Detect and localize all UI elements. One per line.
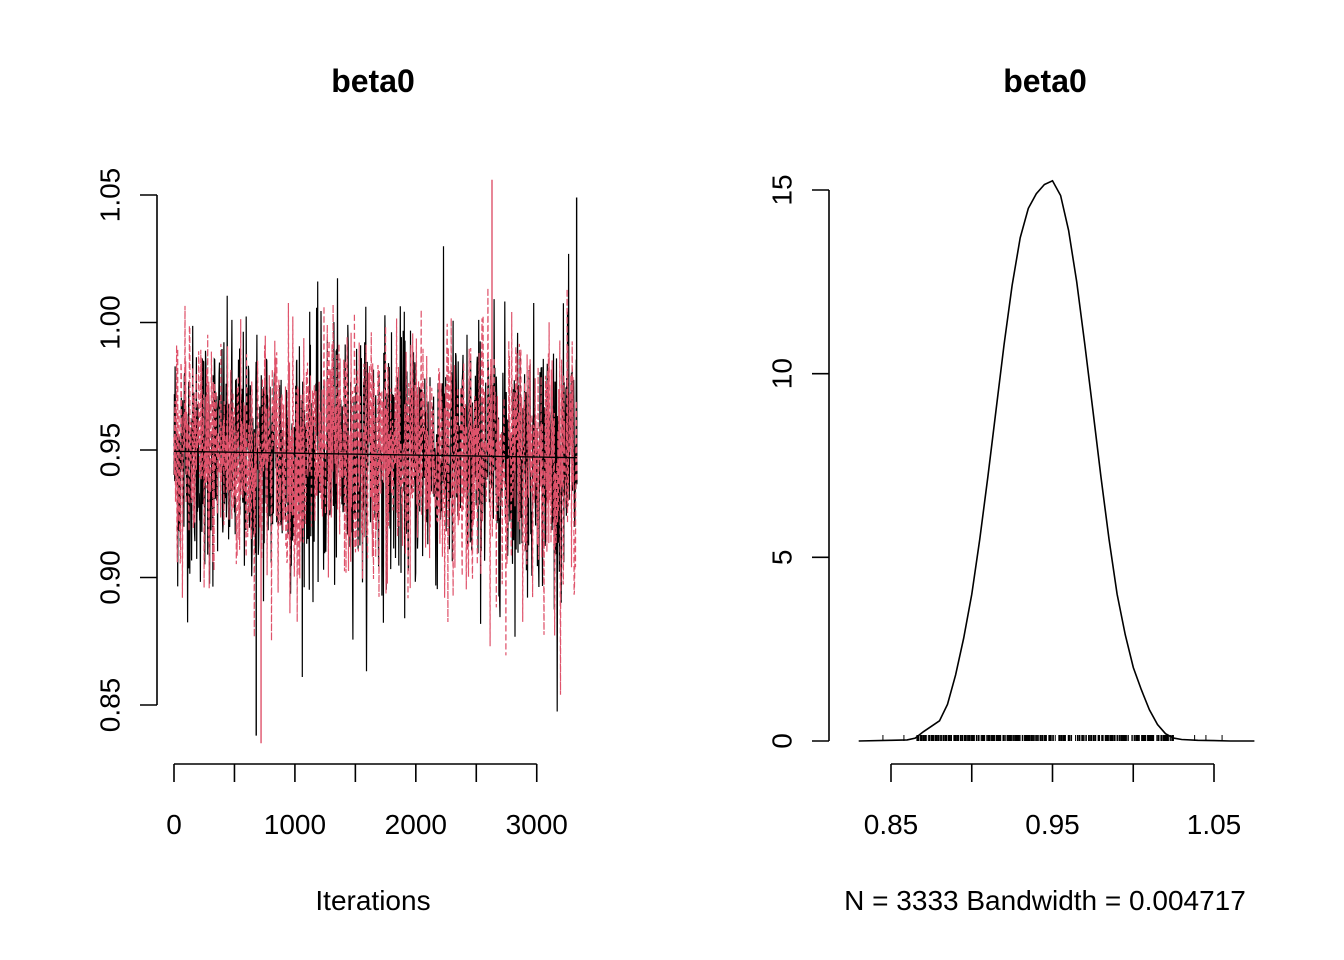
trace-y-axis: 0.85 0.90 0.95 1.00 1.05 (94, 168, 158, 733)
density-y-tick-label: 5 (766, 550, 797, 566)
density-x-tick-label: 0.95 (1025, 809, 1080, 840)
trace-y-tick-label: 1.00 (94, 295, 125, 350)
trace-x-tick-label: 3000 (506, 809, 568, 840)
density-panel: beta0 0 5 10 15 0.85 0.95 1.05 N = 3333 Bandw… (766, 63, 1255, 916)
trace-x-tick-label: 0 (166, 809, 182, 840)
density-title: beta0 (1003, 63, 1087, 99)
trace-running-mean (173, 450, 578, 459)
density-x-tick-label: 1.05 (1187, 809, 1242, 840)
trace-x-label: Iterations (315, 885, 430, 916)
trace-x-axis: 0 1000 2000 3000 (166, 763, 568, 840)
trace-title: beta0 (331, 63, 415, 99)
trace-y-tick-label: 0.90 (94, 550, 125, 605)
trace-x-tick-label: 2000 (385, 809, 447, 840)
trace-y-tick-label: 1.05 (94, 168, 125, 223)
density-y-tick-label: 10 (766, 358, 797, 389)
trace-y-tick-label: 0.85 (94, 678, 125, 733)
density-y-tick-label: 15 (766, 174, 797, 205)
trace-series-line (173, 246, 578, 712)
density-x-label: N = 3333 Bandwidth = 0.004717 (844, 885, 1246, 916)
density-rug (882, 735, 1223, 741)
density-x-tick-label: 0.85 (864, 809, 919, 840)
trace-series-line (173, 287, 578, 695)
trace-panel: beta0 0.85 0.90 0.95 1.00 1.05 0 1000 2000 3000… (94, 63, 578, 916)
density-x-axis: 0.85 0.95 1.05 (864, 763, 1242, 840)
trace-y-tick-label: 0.95 (94, 423, 125, 478)
trace-x-tick-label: 1000 (264, 809, 326, 840)
density-y-axis: 0 5 10 15 (766, 174, 830, 749)
density-y-tick-label: 0 (766, 733, 797, 749)
density-curve (858, 179, 1255, 742)
trace-lines (173, 179, 578, 744)
